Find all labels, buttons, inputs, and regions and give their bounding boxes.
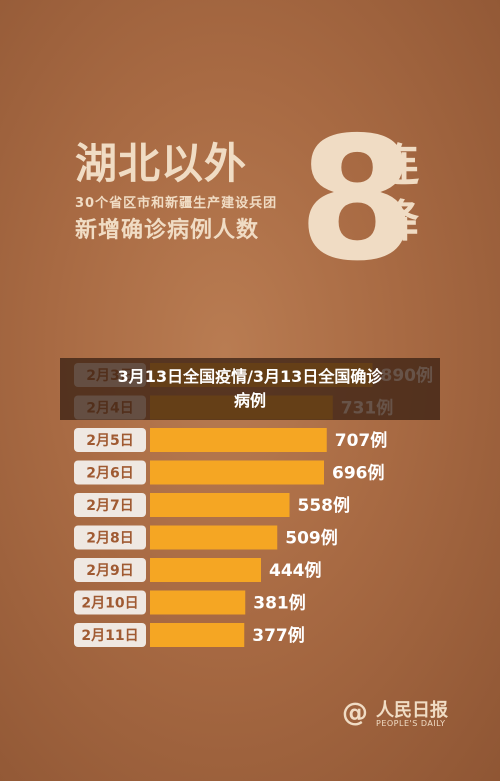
value-label: 381例 bbox=[253, 593, 306, 614]
peoples-daily-logo: @ 人民日报 PEOPLE'S DAILY bbox=[342, 694, 462, 734]
bar-row: 2月10日 381例 bbox=[74, 590, 306, 615]
category-label-box bbox=[74, 493, 146, 517]
headline: 湖北以外 30个省区市和新疆生产建设兵团 新增确诊病例人数 bbox=[75, 138, 315, 248]
headline-subtitle: 30个省区市和新疆生产建设兵团 bbox=[75, 196, 278, 211]
bar-row: 2月9日 444例 bbox=[74, 558, 322, 582]
bar bbox=[150, 623, 245, 647]
jiang-char: 降 bbox=[375, 196, 419, 247]
value-label: 377例 bbox=[252, 625, 305, 646]
value-label: 707例 bbox=[335, 430, 388, 451]
category-label-box bbox=[74, 428, 146, 452]
category-label-box bbox=[74, 525, 146, 550]
value-label: 509例 bbox=[285, 528, 338, 549]
category-label-box bbox=[74, 460, 146, 485]
category-label: 2月7日 bbox=[86, 498, 133, 514]
category-label: 2月8日 bbox=[86, 531, 133, 547]
category-label-box bbox=[74, 590, 146, 615]
lian-char: 连 bbox=[375, 140, 419, 191]
category-label: 2月9日 bbox=[86, 563, 133, 579]
category-label: 2月11日 bbox=[81, 628, 138, 644]
category-label: 2月10日 bbox=[81, 596, 138, 612]
at-icon: @ bbox=[342, 698, 368, 728]
category-label: 2月5日 bbox=[86, 433, 133, 449]
bar bbox=[150, 460, 324, 485]
caption-line-2: 病例 bbox=[233, 391, 266, 410]
caption-overlay: 3月13日全国疫情/3月13日全国确诊 病例 bbox=[60, 358, 440, 420]
bar bbox=[150, 590, 246, 615]
logo-sub: PEOPLE'S DAILY bbox=[376, 719, 446, 728]
headline-title: 湖北以外 bbox=[75, 139, 248, 188]
category-label-box bbox=[74, 623, 146, 647]
bar bbox=[150, 428, 327, 452]
logo-name: 人民日报 bbox=[376, 700, 448, 721]
value-label: 696例 bbox=[332, 463, 385, 484]
category-label-box bbox=[74, 558, 146, 582]
bar bbox=[150, 558, 261, 582]
bar-row: 2月7日 558例 bbox=[74, 493, 350, 517]
category-label: 2月6日 bbox=[86, 466, 133, 482]
bar bbox=[150, 493, 290, 517]
consecutive-decline-label: 连 降 bbox=[375, 138, 435, 250]
bar bbox=[150, 525, 278, 550]
bar-row: 2月11日 377例 bbox=[74, 623, 305, 647]
value-label: 558例 bbox=[298, 495, 351, 516]
value-label: 444例 bbox=[269, 560, 322, 581]
bar-row: 2月5日 707例 bbox=[74, 428, 387, 452]
headline-description: 新增确诊病例人数 bbox=[75, 218, 260, 243]
bar-row: 2月6日 696例 bbox=[74, 460, 385, 485]
caption-line-1: 3月13日全国疫情/3月13日全国确诊 bbox=[117, 367, 383, 386]
bar-row: 2月8日 509例 bbox=[74, 525, 338, 550]
